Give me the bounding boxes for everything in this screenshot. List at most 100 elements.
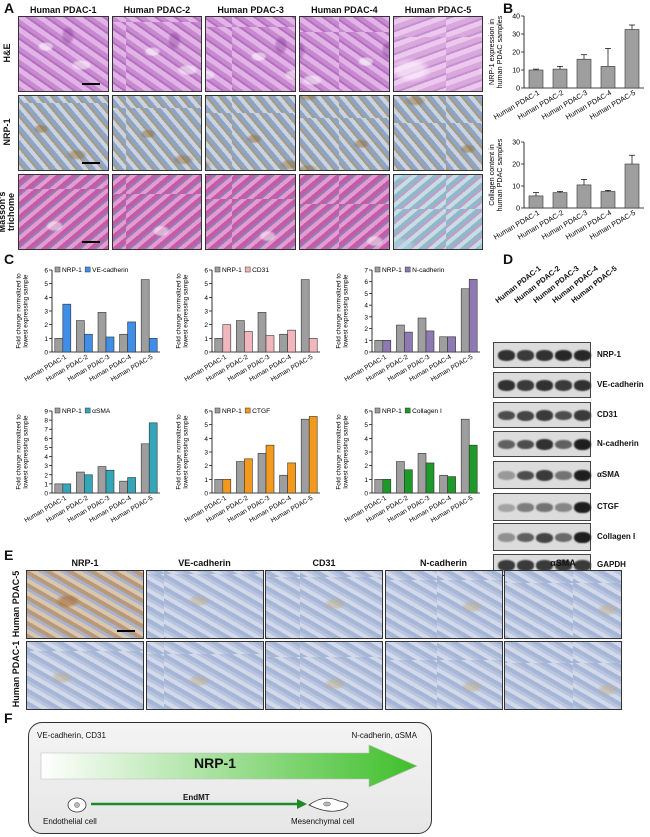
legend-entry: NRP-1: [62, 408, 82, 415]
y-tick-label: 4: [44, 295, 48, 302]
legend-swatch: [244, 266, 251, 273]
chart-fold-cd31: 0 1 2 3 4 5 6 Fold change normalized tolowest e…: [175, 266, 320, 383]
micrograph-tile: [111, 174, 203, 250]
legend-entry: NRP-1: [222, 408, 242, 415]
y-tick-label: 30: [512, 140, 520, 147]
panel-label-f: F: [4, 710, 13, 726]
y-tick-label: 5: [364, 422, 368, 429]
scale-bar: [81, 241, 100, 243]
bar: [417, 453, 427, 494]
cell-left-label: Endothelial cell: [43, 817, 97, 826]
bar: [265, 444, 275, 494]
panel-a-row-label: NRP-1: [2, 118, 12, 146]
bar: [214, 338, 224, 353]
panel-a-column-header: Human PDAC-1: [29, 5, 97, 15]
bar: [417, 317, 427, 353]
legend-entry: NRP-1: [382, 408, 402, 415]
panel-a-row-label: H&E: [2, 43, 12, 63]
panel-label-a: A: [4, 0, 15, 16]
micrograph-tile: [18, 16, 109, 92]
blot-band: [555, 350, 572, 361]
blot-protein-label: NRP-1: [597, 350, 622, 359]
bar: [236, 461, 245, 494]
micrograph-tile: [392, 174, 484, 250]
ihc-tile: [265, 640, 383, 710]
blot-band: [536, 380, 553, 391]
legend-entry: CD31: [252, 267, 269, 274]
blot-band: [498, 439, 515, 450]
bar: [214, 479, 224, 494]
micrograph-tile: [205, 174, 296, 250]
y-tick-label: 2: [204, 463, 208, 470]
y-tick-label: 6: [364, 409, 368, 416]
blot-band: [555, 410, 572, 421]
y-tick-label: 5: [204, 281, 208, 288]
y-tick-label: 3: [364, 450, 368, 457]
bar: [374, 479, 384, 494]
bar: [468, 279, 478, 353]
bar: [127, 477, 136, 494]
y-tick-label: 0: [364, 491, 368, 498]
bar: [447, 336, 456, 353]
y-tick-label: 0: [204, 491, 208, 498]
ihc-tile: [265, 570, 383, 639]
panel-e-column-header: CD31: [312, 558, 336, 568]
blot-protein-label: N-cadherin: [597, 439, 639, 448]
blot-protein-label: VE-cadherin: [597, 380, 644, 389]
bar: [222, 324, 232, 353]
y-tick-label: 6: [204, 409, 208, 416]
legend-swatch: [84, 407, 91, 414]
blot-protein-label: CTGF: [597, 502, 619, 511]
blot-row: [493, 372, 591, 398]
bar: [624, 163, 640, 209]
bar: [528, 195, 544, 209]
y-tick-label: 1: [364, 338, 368, 345]
scale-bar: [81, 162, 100, 164]
y-tick-label: 6: [364, 279, 368, 286]
y-tick-label: 7: [364, 268, 368, 275]
bar: [624, 29, 640, 89]
bar: [119, 333, 128, 353]
ihc-tile: [145, 640, 264, 710]
bar: [447, 476, 456, 494]
y-tick-label: 1: [44, 336, 48, 343]
blot-band: [574, 502, 591, 513]
y-axis-label: Fold change normalized tolowest expressi…: [15, 273, 29, 349]
blot-band: [498, 380, 515, 391]
y-tick-label: 5: [204, 422, 208, 429]
ihc-tile: [26, 570, 144, 639]
legend-entry: CTGF: [252, 408, 270, 415]
y-tick-label: 4: [364, 436, 368, 443]
y-tick-label: 0: [44, 491, 48, 498]
blot-band: [536, 532, 553, 543]
bar: [97, 466, 107, 494]
blot-row: [493, 342, 591, 368]
bar: [257, 312, 267, 353]
blot-row: [493, 461, 591, 489]
bar: [552, 68, 568, 89]
bar: [308, 416, 318, 494]
scale-bar: [117, 630, 135, 632]
y-tick-label: 0: [516, 206, 520, 213]
bar: [460, 418, 470, 494]
blot-band: [498, 471, 515, 480]
legend-entry: αSMA: [92, 408, 111, 415]
micrograph-tile: [18, 174, 109, 250]
blot-band: [536, 560, 553, 571]
blot-band: [536, 503, 553, 512]
blot-row: [493, 523, 591, 551]
panel-a-column-header: Human PDAC-3: [217, 5, 284, 15]
y-tick-label: 9: [44, 409, 48, 416]
panel-e-column-header: N-cadherin: [419, 558, 467, 568]
blot-protein-label: αSMA: [597, 470, 620, 479]
blot-band: [574, 560, 591, 571]
blot-band: [555, 532, 572, 543]
bar: [374, 339, 384, 353]
bar: [244, 458, 253, 494]
ihc-tile: [384, 640, 503, 710]
legend-entry: NRP-1: [382, 267, 402, 274]
panel-e-column-header: VE-cadherin: [178, 558, 231, 568]
panel-label-c: C: [4, 251, 15, 267]
y-tick-label: 1: [204, 477, 208, 484]
bar: [468, 444, 478, 494]
